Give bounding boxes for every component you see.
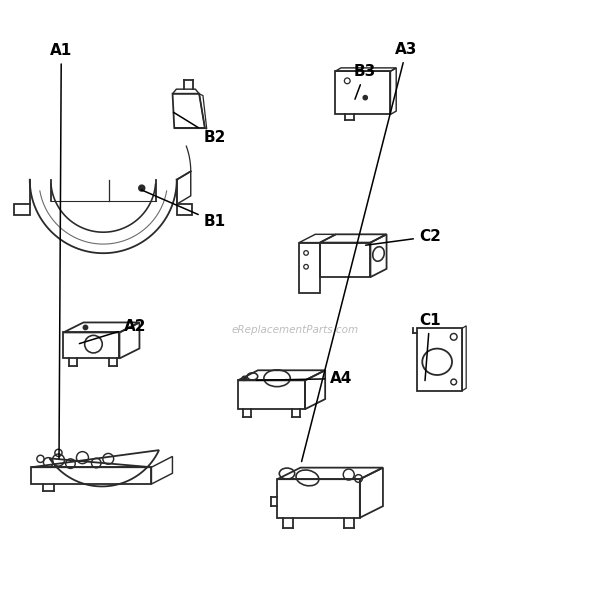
Text: A4: A4 (257, 371, 353, 386)
Text: B3: B3 (354, 64, 376, 99)
Text: B1: B1 (141, 190, 225, 229)
Text: A1: A1 (50, 43, 73, 458)
Circle shape (83, 325, 87, 329)
Text: B2: B2 (173, 112, 226, 146)
Circle shape (139, 185, 145, 191)
Text: A3: A3 (301, 42, 418, 462)
Circle shape (242, 376, 246, 380)
Text: C1: C1 (419, 313, 441, 380)
Text: A2: A2 (79, 319, 146, 344)
Text: eReplacementParts.com: eReplacementParts.com (231, 325, 359, 335)
Text: C2: C2 (366, 229, 441, 245)
Circle shape (363, 96, 367, 99)
